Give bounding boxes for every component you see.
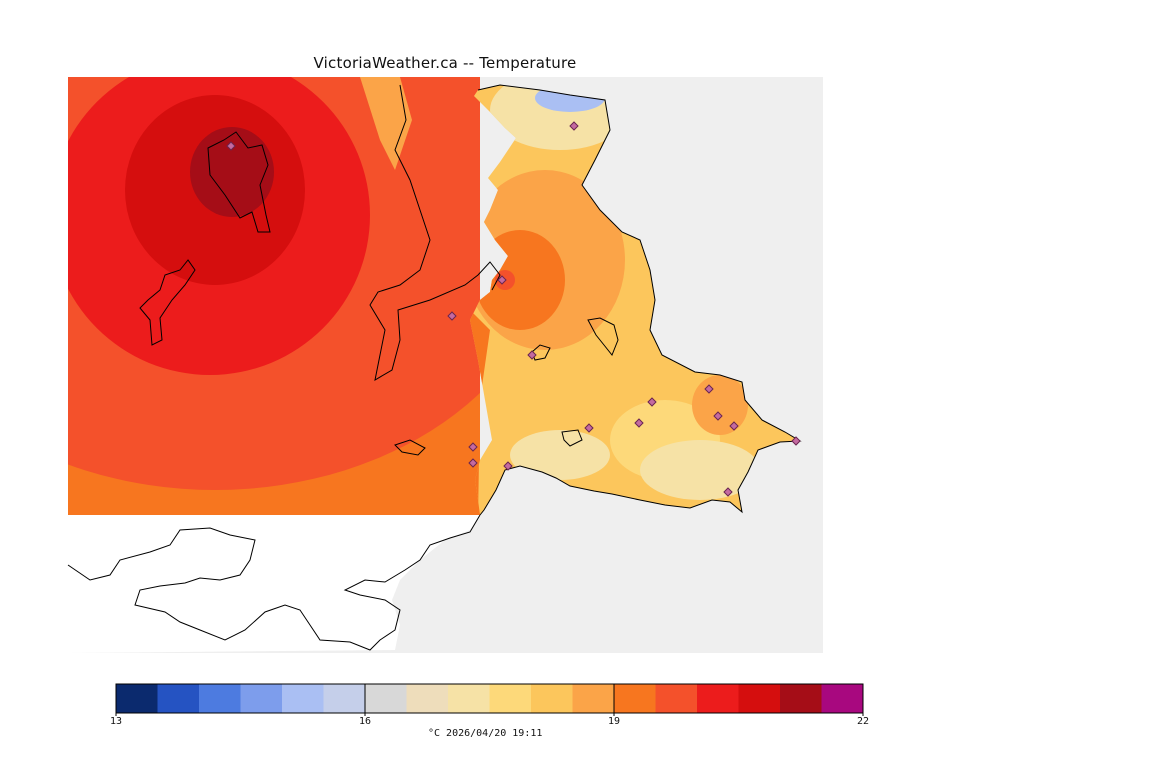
colorbar-unit-timestamp: °C 2026/04/20 19:11 <box>428 728 543 739</box>
colorbar-swatch <box>157 684 200 713</box>
colorbar-swatch <box>531 684 573 713</box>
diamond-icon <box>729 421 739 431</box>
colorbar-swatch <box>655 684 698 713</box>
diamond-icon <box>569 121 579 131</box>
temperature-field-west <box>68 77 480 515</box>
diamond-icon <box>468 442 478 452</box>
colorbar-swatch <box>489 684 532 713</box>
colorbar-swatch <box>614 684 656 713</box>
colorbar-swatch <box>697 684 739 713</box>
colorbar-swatch <box>406 684 449 713</box>
map-title: VictoriaWeather.ca -- Temperature <box>313 54 577 72</box>
colorbar-swatch <box>821 684 864 713</box>
water-region <box>68 515 480 653</box>
colorbar-tick-label: 19 <box>607 716 621 727</box>
diamond-icon <box>634 418 644 428</box>
diamond-icon <box>468 458 478 468</box>
colorbar-swatch <box>780 684 822 713</box>
colorbar-swatch <box>199 684 241 713</box>
diamond-icon <box>704 384 714 394</box>
diamond-icon <box>503 461 513 471</box>
colorbar-tick-label: 16 <box>358 716 372 727</box>
coastlines <box>67 84 802 651</box>
diamond-icon <box>527 350 537 360</box>
colorbar-swatch <box>365 684 407 713</box>
diamond-icon <box>447 311 457 321</box>
colorbar-swatch <box>572 684 615 713</box>
colorbar-swatch <box>738 684 781 713</box>
colorbar-tick-label: 22 <box>856 716 870 727</box>
colorbar-swatch <box>448 684 490 713</box>
diamond-icon <box>723 487 733 497</box>
station-markers <box>226 121 801 497</box>
diamond-icon <box>584 423 594 433</box>
diamond-icon <box>226 141 236 151</box>
colorbar-swatch <box>240 684 283 713</box>
colorbar <box>115 683 864 716</box>
diamond-icon <box>713 411 723 421</box>
diamond-icon <box>497 275 507 285</box>
diamond-icon <box>791 436 801 446</box>
diamond-icon <box>647 397 657 407</box>
colorbar-swatch <box>282 684 324 713</box>
colorbar-swatch <box>323 684 366 713</box>
colorbar-swatch <box>116 684 158 713</box>
colorbar-tick-label: 13 <box>109 716 123 727</box>
